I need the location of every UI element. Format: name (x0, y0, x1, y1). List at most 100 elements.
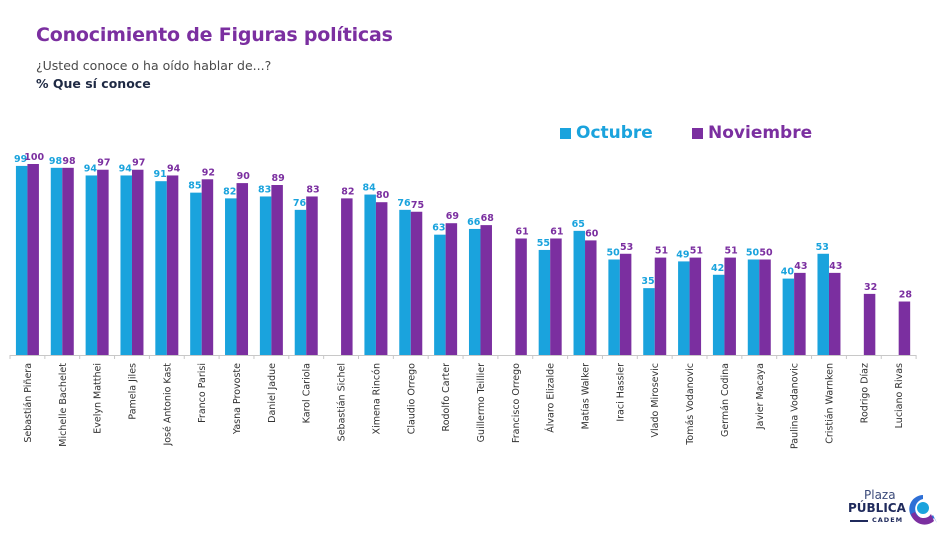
data-label-octubre: 85 (188, 181, 201, 192)
bar-noviembre (828, 272, 841, 355)
bar-noviembre (550, 238, 562, 355)
bar-noviembre (480, 225, 492, 355)
bar-group: 28 Luciano Rivas (894, 290, 912, 429)
legend-swatch-octubre (560, 127, 571, 139)
bar-octubre (434, 234, 446, 355)
x-tick-label: Sebastián Sichel (337, 363, 348, 441)
data-label-noviembre: 61 (515, 226, 528, 237)
chart-measure: % Que sí conoce (36, 76, 151, 91)
data-label-noviembre: 89 (272, 173, 285, 184)
bar-noviembre (585, 240, 597, 355)
data-label-noviembre: 43 (794, 261, 807, 272)
x-tick-label: Germán Codina (720, 363, 731, 437)
bar-octubre (643, 288, 655, 355)
x-tick-label: Álvaro Elizalde (545, 363, 557, 433)
bar-group: 35 51 Vlado Mirosevic (641, 246, 668, 438)
bar-octubre (364, 194, 376, 355)
data-label-octubre: 49 (676, 249, 689, 260)
bar-octubre (259, 196, 272, 355)
bar-group: 49 51 Tomás Vodanovic (676, 246, 703, 446)
bar-group: 76 83 Karol Cariola (293, 184, 320, 423)
data-label-noviembre: 94 (167, 163, 181, 174)
bar-noviembre (166, 175, 179, 355)
x-tick-label: Javier Macaya (755, 363, 766, 430)
bar-octubre (538, 249, 551, 355)
x-tick-label: Rodrigo Díaz (859, 363, 870, 423)
data-label-octubre: 98 (49, 156, 63, 167)
data-label-noviembre: 80 (376, 190, 390, 201)
chart-question: ¿Usted conoce o ha oído hablar de...? (36, 58, 272, 73)
data-label-noviembre: 92 (202, 167, 215, 178)
bar-octubre (608, 259, 620, 355)
data-label-octubre: 99 (14, 154, 27, 165)
data-label-noviembre: 32 (864, 282, 877, 293)
logo-text-plaza: Plaza (864, 488, 896, 502)
bar-octubre (678, 261, 690, 355)
x-tick-label: Francisco Orrego (511, 363, 522, 443)
bar-noviembre (201, 179, 214, 355)
bar-noviembre (375, 202, 388, 355)
bar-octubre (50, 167, 63, 355)
x-tick-label: Yasna Provoste (232, 363, 243, 435)
bar-octubre (817, 253, 829, 355)
data-label-noviembre: 61 (550, 226, 563, 237)
x-tick-label: Luciano Rivas (894, 363, 905, 428)
legend-label-octubre: Octubre (576, 123, 653, 143)
legend-swatch-noviembre (692, 127, 703, 139)
data-label-octubre: 35 (641, 276, 654, 287)
logo-text-publica: PÚBLICA (848, 501, 906, 515)
legend-item-noviembre: Noviembre (692, 123, 812, 143)
bar-noviembre (271, 185, 283, 355)
bar-noviembre (898, 301, 911, 355)
bar-noviembre (654, 257, 667, 355)
data-label-octubre: 76 (293, 198, 307, 209)
x-tick-label: Sebastián Piñera (23, 363, 34, 443)
x-tick-label: Franco Parisi (197, 363, 208, 423)
data-label-octubre: 42 (711, 263, 724, 274)
speech-bubble-icon (909, 495, 937, 525)
bar-octubre (155, 181, 167, 355)
bar-octubre (399, 209, 411, 355)
data-label-noviembre: 82 (341, 186, 354, 197)
bar-group: 76 75 Claudio Orrego (397, 198, 424, 434)
x-tick-label: Paulina Vodanovic (790, 363, 801, 449)
x-tick-label: Matías Walker (581, 363, 592, 429)
data-label-noviembre: 50 (759, 248, 773, 259)
data-label-noviembre: 53 (620, 242, 633, 253)
bar-octubre (573, 230, 586, 355)
data-label-noviembre: 97 (97, 158, 110, 169)
bar-noviembre (759, 259, 771, 355)
data-label-octubre: 50 (746, 248, 760, 259)
logo-divider (850, 520, 868, 522)
bar-group: 32 Rodrigo Díaz (859, 282, 877, 423)
bar-noviembre (724, 257, 736, 355)
logo-text-cadem: CADEM (872, 516, 904, 524)
data-label-octubre: 83 (258, 184, 271, 195)
bar-octubre (85, 175, 98, 355)
bar-noviembre (794, 272, 806, 355)
bar-noviembre (131, 169, 144, 355)
data-label-octubre: 65 (572, 219, 585, 230)
x-tick-label: Daniel Jadue (267, 363, 278, 423)
data-label-octubre: 66 (467, 217, 481, 228)
bar-noviembre (236, 183, 249, 355)
bar-noviembre (27, 164, 39, 355)
data-label-noviembre: 60 (585, 228, 599, 239)
data-label-octubre: 94 (119, 163, 133, 174)
bar-noviembre (445, 223, 458, 355)
bar-noviembre (863, 293, 876, 355)
x-tick-label: Vlado Mirosevic (650, 363, 661, 437)
data-label-noviembre: 98 (62, 156, 76, 167)
bar-octubre (782, 278, 795, 355)
data-label-octubre: 55 (537, 238, 550, 249)
x-tick-label: Ximena Rincón (371, 363, 382, 434)
data-label-noviembre: 75 (411, 200, 424, 211)
